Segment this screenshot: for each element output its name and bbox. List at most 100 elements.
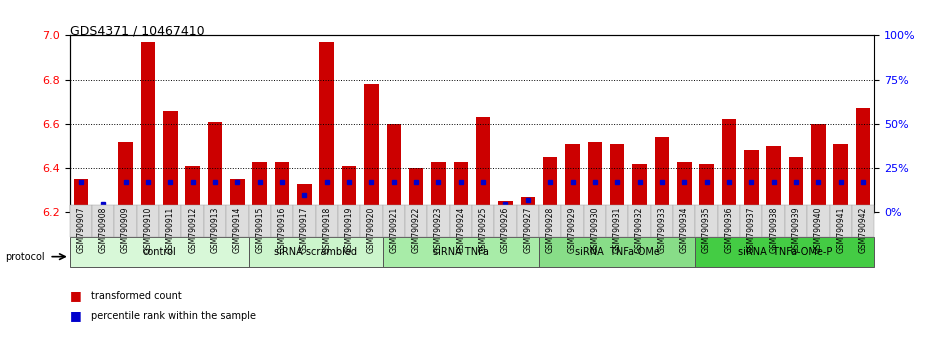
Text: GSM790920: GSM790920 [367,207,376,253]
Bar [789,157,804,212]
Text: GSM790929: GSM790929 [568,207,577,253]
Text: GSM790935: GSM790935 [702,207,711,253]
Bar [744,150,759,212]
Text: siRNA scrambled: siRNA scrambled [274,247,357,257]
Bar [696,237,874,267]
Bar [830,205,852,237]
Bar [137,205,159,237]
Text: GDS4371 / 10467410: GDS4371 / 10467410 [70,25,205,38]
Bar [297,184,312,212]
Bar [96,210,111,212]
Text: siRNA TNFa: siRNA TNFa [432,247,489,257]
Bar [699,164,714,212]
Bar [696,205,718,237]
Bar [409,168,423,212]
Bar [70,205,92,237]
Bar [140,42,155,212]
Text: GSM790910: GSM790910 [143,207,153,253]
Bar [651,205,673,237]
Text: GSM790930: GSM790930 [591,207,599,253]
Text: GSM790918: GSM790918 [322,207,331,253]
Bar [248,205,271,237]
Text: GSM790939: GSM790939 [791,207,801,253]
Bar [320,42,334,212]
Text: GSM790936: GSM790936 [724,207,734,253]
Bar [785,205,807,237]
Bar [584,205,606,237]
Bar [852,205,874,237]
Bar [718,205,740,237]
Bar [833,144,848,212]
Text: protocol: protocol [5,252,45,262]
Bar [70,237,248,267]
Bar [655,137,670,212]
Bar [248,237,382,267]
Bar [360,205,382,237]
Text: GSM790915: GSM790915 [255,207,264,253]
Bar [539,237,696,267]
Text: GSM790942: GSM790942 [858,207,868,253]
Bar [252,161,267,212]
Text: GSM790921: GSM790921 [390,207,398,253]
Bar [565,144,579,212]
Text: GSM790908: GSM790908 [99,207,108,253]
Bar [476,117,490,212]
Text: transformed count: transformed count [91,291,182,301]
Bar [114,205,137,237]
Bar [766,146,781,212]
Bar [226,205,248,237]
Text: GSM790923: GSM790923 [434,207,443,253]
Bar [606,205,629,237]
Bar [230,179,245,212]
Bar [315,205,338,237]
Text: GSM790919: GSM790919 [345,207,353,253]
Bar [207,122,222,212]
Bar [181,205,204,237]
Bar [427,205,449,237]
Bar [562,205,584,237]
Text: siRNA  TNFa-OMe-P: siRNA TNFa-OMe-P [737,247,832,257]
Text: GSM790912: GSM790912 [188,207,197,253]
Bar [807,205,830,237]
Bar [722,120,737,212]
Text: GSM790925: GSM790925 [479,207,487,253]
Bar [677,161,692,212]
Text: GSM790911: GSM790911 [166,207,175,253]
Text: GSM790924: GSM790924 [457,207,465,253]
Text: GSM790933: GSM790933 [658,207,667,253]
Text: GSM790916: GSM790916 [277,207,286,253]
Bar [856,108,870,212]
Text: GSM790914: GSM790914 [232,207,242,253]
Bar [454,161,468,212]
Bar [405,205,427,237]
Text: GSM790926: GSM790926 [501,207,510,253]
Bar [472,205,495,237]
Text: GSM790940: GSM790940 [814,207,823,253]
Bar [204,205,226,237]
Bar [338,205,360,237]
Text: control: control [142,247,176,257]
Bar [449,205,472,237]
Bar [159,205,181,237]
Text: siRNA  TNFa-OMe: siRNA TNFa-OMe [575,247,659,257]
Text: GSM790937: GSM790937 [747,207,756,253]
Text: GSM790922: GSM790922 [412,207,420,253]
Bar [118,142,133,212]
Bar [163,111,178,212]
Bar [495,205,517,237]
Bar [274,161,289,212]
Text: GSM790941: GSM790941 [836,207,845,253]
Text: GSM790909: GSM790909 [121,207,130,253]
Bar [342,166,356,212]
Text: percentile rank within the sample: percentile rank within the sample [91,310,256,321]
Bar [763,205,785,237]
Text: GSM790913: GSM790913 [210,207,219,253]
Bar [271,205,293,237]
Bar [73,179,88,212]
Text: GSM790938: GSM790938 [769,207,778,253]
Bar [632,164,647,212]
Text: GSM790934: GSM790934 [680,207,689,253]
Text: GSM790932: GSM790932 [635,207,644,253]
Bar [293,205,315,237]
Bar [517,205,539,237]
